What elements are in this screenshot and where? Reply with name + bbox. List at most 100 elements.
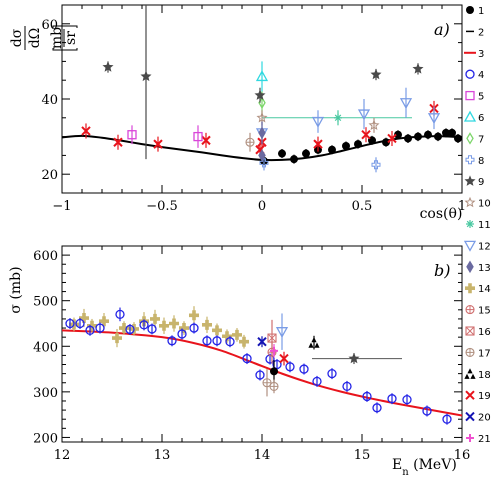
x-tick-label: 16	[454, 448, 471, 463]
legend-label: 12	[478, 241, 491, 252]
data-point	[299, 364, 309, 374]
data-point	[387, 394, 397, 404]
data-point	[267, 333, 277, 343]
x-tick-label: −0.5	[146, 199, 178, 214]
legend-entry-2: 2	[466, 27, 484, 38]
legend-entry-17: 17	[465, 347, 491, 359]
series-19	[279, 351, 289, 366]
bracket-left	[52, 48, 78, 51]
y-tick-label: 60	[41, 18, 58, 33]
legend-marker	[465, 411, 475, 422]
data-point	[258, 126, 266, 140]
series-9	[102, 5, 424, 160]
legend-marker	[465, 390, 475, 400]
series-19	[81, 100, 439, 158]
data-point	[147, 324, 157, 334]
data-point	[311, 116, 325, 128]
y-unit-den: sr	[63, 31, 79, 45]
legend-label: 17	[478, 348, 491, 359]
y-axis-label: σ (mb)	[8, 266, 24, 313]
x-tick-label: 12	[54, 448, 71, 463]
data-point	[270, 367, 278, 376]
legend-label: 16	[478, 327, 491, 338]
data-point	[272, 359, 282, 370]
data-point	[159, 320, 169, 331]
data-point	[65, 318, 75, 329]
series-1	[260, 128, 462, 166]
bracket-right	[52, 25, 78, 28]
legend-entry-18: 18	[464, 368, 491, 381]
data-point	[279, 353, 289, 364]
x-tick-label: 0	[258, 199, 266, 214]
data-point	[442, 414, 452, 424]
series-6	[255, 61, 269, 92]
data-point	[357, 109, 371, 121]
data-point	[371, 160, 381, 170]
legend-marker	[466, 6, 474, 14]
legend-label: 6	[478, 113, 484, 124]
y-unit-num: mb	[49, 27, 65, 49]
panel-label: b)	[434, 261, 450, 280]
series-12	[275, 313, 289, 350]
data-point	[179, 323, 189, 334]
data-point	[139, 320, 149, 330]
legend-entry-16: 16	[465, 326, 491, 338]
series-12	[255, 87, 441, 145]
data-point	[113, 137, 123, 147]
legend-entry-11: 11	[466, 220, 491, 231]
data-point	[212, 325, 222, 336]
plot-area	[62, 306, 462, 425]
legend-marker	[464, 175, 476, 186]
data-point	[312, 376, 322, 387]
data-point	[394, 130, 402, 139]
series-18	[308, 335, 320, 350]
legend-label: 18	[478, 370, 491, 381]
data-point	[254, 89, 266, 100]
legend-marker	[463, 110, 477, 122]
data-point	[222, 331, 232, 342]
legend-marker	[466, 220, 474, 228]
data-point	[153, 139, 163, 149]
legend-marker	[465, 347, 475, 357]
legend-marker	[465, 283, 475, 294]
x-tick-label: −1	[52, 199, 71, 214]
data-point	[167, 336, 177, 346]
legend-entry-5: 5	[465, 90, 484, 103]
series-21	[270, 344, 278, 358]
x-axis-label-unit: (MeV)	[409, 457, 457, 473]
data-point	[412, 63, 424, 74]
legend-label: 5	[478, 92, 484, 103]
series-13	[258, 121, 266, 162]
legend-marker	[466, 260, 474, 274]
legend-marker	[464, 368, 476, 379]
legend-entry-20: 20	[465, 411, 491, 424]
series-17	[245, 132, 255, 152]
data-point	[201, 135, 211, 146]
legend-marker	[463, 240, 477, 252]
series-17	[262, 369, 279, 397]
y-tick-label: 300	[33, 386, 58, 401]
data-point	[334, 113, 342, 122]
y-tick-label: 20	[41, 168, 58, 183]
data-point	[270, 346, 278, 355]
data-point	[265, 354, 275, 364]
x-axis-label-sub: n	[402, 467, 409, 477]
legend-marker	[464, 196, 476, 208]
legend-label: 20	[478, 413, 491, 424]
data-point	[255, 70, 269, 82]
data-point	[302, 149, 310, 158]
data-point	[202, 319, 212, 330]
data-point	[370, 68, 382, 80]
data-point	[399, 98, 413, 110]
data-point	[372, 403, 382, 413]
x-axis-label-main: E	[392, 457, 402, 473]
data-point	[454, 134, 462, 143]
data-point	[402, 394, 412, 405]
data-point	[259, 158, 269, 168]
data-point	[348, 352, 360, 364]
data-point	[278, 149, 286, 158]
legend-entry-7: 7	[466, 132, 484, 145]
legend-entry-3: 3	[464, 49, 484, 60]
